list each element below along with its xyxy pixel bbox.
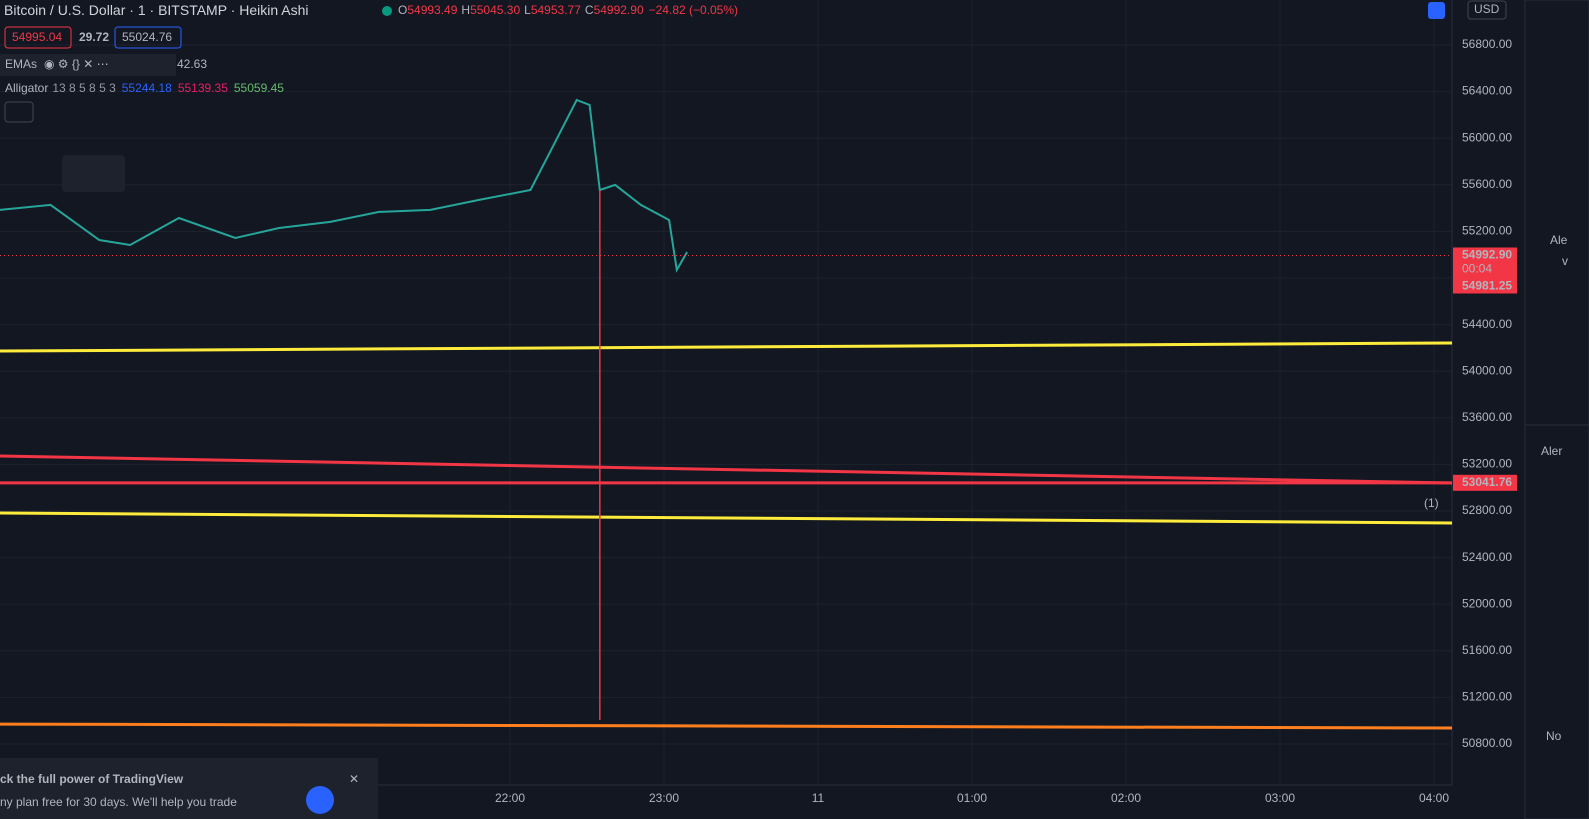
level-label-bg [1453, 474, 1517, 491]
y-tick-label: 56800.00 [1462, 37, 1512, 51]
ohlc-key: L [524, 3, 531, 17]
sell-box[interactable] [4, 26, 72, 49]
alligator: Alligator 13 8 5 8 5 3 55244.18 55139.35 550… [5, 81, 284, 95]
trendline [0, 722, 1453, 730]
promo-close[interactable]: ✕ [349, 772, 359, 786]
ohlc-value: 54992.90 [594, 3, 644, 17]
currency: USD [1474, 2, 1500, 16]
buy-price: 55024.76 [122, 30, 172, 44]
header-interval: 1 [138, 2, 146, 18]
ohlc-value: 54993.49 [407, 3, 457, 17]
y-tick-label: 56000.00 [1462, 130, 1512, 144]
y-tick-label: 55600.00 [1462, 177, 1512, 191]
alligator-value: 55059.45 [234, 81, 284, 95]
y-tick-label: 52000.00 [1462, 596, 1512, 610]
y-tick-label: 51600.00 [1462, 643, 1512, 657]
panel-text: No [1546, 729, 1562, 743]
ohlc: O54993.49 H55045.30 L54953.77 C54992.90 −24.… [398, 3, 738, 17]
trendline [0, 511, 1453, 525]
separator: · [146, 2, 158, 18]
emas-bg [0, 54, 176, 76]
separator: · [125, 2, 137, 18]
countdown: 00:04 [1462, 262, 1492, 276]
buy-box[interactable] [114, 26, 182, 49]
header-chart-style: Heikin Ashi [239, 2, 308, 18]
collapse-btn[interactable] [4, 101, 34, 123]
alligator-name: Alligator [5, 81, 48, 95]
header-title: Bitcoin / U.S. Dollar · 1 · BITSTAMP · H… [4, 2, 309, 18]
level-label: 53041.76 [1462, 475, 1512, 489]
emas-value: 42.63 [177, 57, 207, 71]
emas-name: EMAs [5, 57, 37, 71]
status-dot [382, 6, 392, 16]
panel-text: v [1562, 254, 1568, 268]
x-tick-label: 11 [812, 791, 825, 805]
side-panel [1524, 0, 1589, 819]
promo-title: ck the full power of TradingView [0, 772, 184, 786]
alligator-params: 13 8 5 8 5 3 [52, 81, 116, 95]
y-tick-label: 52800.00 [1462, 503, 1512, 517]
spread: 29.72 [79, 30, 109, 44]
current-price-label: 54992.90 [1462, 248, 1512, 262]
price-axis-bg [1452, 0, 1525, 819]
y-tick-label: 55200.00 [1462, 224, 1512, 238]
price-line [0, 98, 688, 273]
ohlc-key: C [585, 3, 594, 17]
panel-text: Aler [1541, 444, 1562, 458]
ohlc-key: H [461, 3, 470, 17]
y-tick-label: 54400.00 [1462, 317, 1512, 331]
alligator-value: 55244.18 [122, 81, 172, 95]
layout-icon[interactable] [1428, 2, 1445, 19]
ohlc-value: 55045.30 [470, 3, 520, 17]
header-symbol: Bitcoin / U.S. Dollar [4, 2, 126, 18]
change: −24.82 (−0.05%) [649, 3, 738, 17]
header-exchange: BITSTAMP [158, 2, 227, 18]
separator: · [227, 2, 239, 18]
ohlc-key: O [398, 3, 407, 17]
y-tick-label: 56400.00 [1462, 84, 1512, 98]
drawing-toolbar[interactable] [62, 155, 125, 192]
y-tick-label: 53200.00 [1462, 457, 1512, 471]
panel-text: Ale [1550, 233, 1568, 247]
x-tick-label: 01:00 [957, 791, 987, 805]
y-tick-label: 52400.00 [1462, 550, 1512, 564]
emas-icons: ◉ ⚙ {} ✕ ⋯ [44, 57, 109, 71]
second-price-label: 54981.25 [1462, 279, 1512, 293]
sell-price: 54995.04 [12, 30, 62, 44]
currency-btn[interactable] [1467, 0, 1507, 20]
current-price-bg [1453, 247, 1517, 294]
promo-icon [306, 786, 334, 814]
ohlc-value: 54953.77 [531, 3, 581, 17]
y-tick-label: 50800.00 [1462, 736, 1512, 750]
x-tick-label: 03:00 [1265, 791, 1295, 805]
x-tick-label: 23:00 [649, 791, 679, 805]
x-tick-label: 22:00 [495, 791, 525, 805]
y-tick-label: 54000.00 [1462, 363, 1512, 377]
alert-marker: (1) [1424, 496, 1439, 510]
trendline [0, 341, 1453, 353]
x-tick-label: 02:00 [1111, 791, 1141, 805]
y-tick-label: 51200.00 [1462, 690, 1512, 704]
y-tick-label: 53600.00 [1462, 410, 1512, 424]
promo-text: ny plan free for 30 days. We'll help you… [0, 795, 237, 809]
alligator-value: 55139.35 [178, 81, 228, 95]
x-tick-label: 04:00 [1419, 791, 1449, 805]
trendline [0, 454, 1453, 485]
